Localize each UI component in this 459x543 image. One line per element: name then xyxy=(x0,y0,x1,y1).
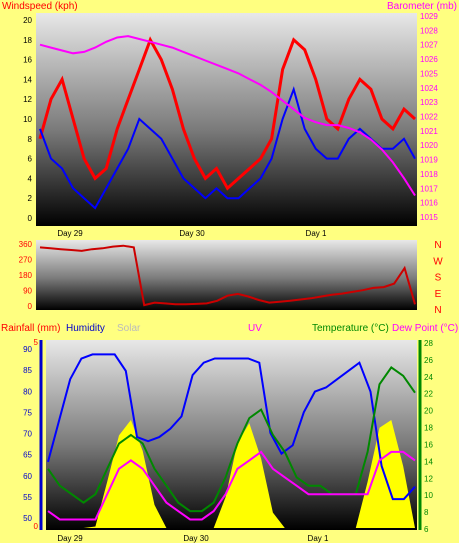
humidity-tick-label: 60 xyxy=(23,472,32,481)
temperature-tick-label: 28 xyxy=(424,339,433,348)
windspeed-tick-label: 2 xyxy=(28,194,33,203)
day-label: Day 1 xyxy=(306,229,327,238)
average-windspeed-series xyxy=(39,86,416,210)
solar-area xyxy=(48,420,415,528)
dew-point-axis-label: Dew Point (°C) xyxy=(392,323,458,334)
wind-direction-series xyxy=(39,244,416,307)
compass-label: W xyxy=(433,256,443,267)
solar-label: Solar xyxy=(117,323,141,334)
day-label: Day 29 xyxy=(57,229,83,238)
dew-point-series xyxy=(47,450,416,521)
windspeed-tick-label: 4 xyxy=(28,174,33,183)
windspeed-tick-label: 20 xyxy=(23,16,32,25)
windspeed-tick-label: 8 xyxy=(28,135,33,144)
humidity-tick-label: 80 xyxy=(23,387,32,396)
temperature-axis-label: Temperature (°C) xyxy=(312,323,389,334)
humidity-tick-label: 65 xyxy=(23,451,32,460)
humidity-tick-label: 70 xyxy=(23,430,32,439)
barometer-tick-label: 1021 xyxy=(420,127,438,136)
direction-tick-label: 270 xyxy=(19,256,33,265)
humidity-tick-label: 85 xyxy=(23,366,32,375)
uv-label: UV xyxy=(248,323,262,334)
windspeed-tick-label: 10 xyxy=(23,115,32,124)
barometer-tick-label: 1018 xyxy=(420,170,438,179)
windspeed-axis-label: Windspeed (kph) xyxy=(2,1,78,12)
windspeed-tick-label: 12 xyxy=(23,95,32,104)
windspeed-tick-label: 0 xyxy=(28,214,33,223)
temperature-tick-label: 12 xyxy=(424,474,433,483)
temperature-tick-label: 14 xyxy=(424,457,433,466)
windspeed-tick-label: 14 xyxy=(23,75,32,84)
humidity-tick-label: 55 xyxy=(23,493,32,502)
humidity-tick-label: 75 xyxy=(23,408,32,417)
windspeed-tick-label: 6 xyxy=(28,155,33,164)
compass-label: N xyxy=(434,305,441,316)
temperature-tick-label: 8 xyxy=(424,508,429,517)
windspeed-tick-label: 16 xyxy=(23,56,32,65)
compass-label: S xyxy=(435,273,442,284)
barometer-tick-label: 1016 xyxy=(420,199,438,208)
rainfall-tick-label: 0 xyxy=(34,522,39,531)
compass-label: E xyxy=(435,289,442,300)
temperature-tick-label: 22 xyxy=(424,390,433,399)
direction-plot-area xyxy=(36,240,417,310)
temperature-tick-label: 6 xyxy=(424,525,429,534)
temperature-tick-label: 16 xyxy=(424,440,433,449)
barometer-tick-label: 1023 xyxy=(420,98,438,107)
rainfall-tick-label: 5 xyxy=(34,338,39,347)
temperature-tick-label: 24 xyxy=(424,373,433,382)
windspeed-tick-label: 18 xyxy=(23,36,32,45)
humidity-series xyxy=(47,353,416,501)
windspeed-series xyxy=(38,36,417,191)
barometer-tick-label: 1028 xyxy=(420,26,438,35)
barometer-tick-label: 1027 xyxy=(420,41,438,50)
day-label: Day 30 xyxy=(183,534,209,543)
barometer-tick-label: 1029 xyxy=(420,12,438,21)
temperature-tick-label: 26 xyxy=(424,356,433,365)
direction-tick-label: 90 xyxy=(23,287,32,296)
direction-tick-label: 0 xyxy=(28,302,33,311)
barometer-tick-label: 1020 xyxy=(420,141,438,150)
day-label: Day 30 xyxy=(179,229,205,238)
temperature-tick-label: 10 xyxy=(424,491,433,500)
temperature-tick-label: 18 xyxy=(424,424,433,433)
day-label: Day 1 xyxy=(308,534,329,543)
barometer-tick-label: 1017 xyxy=(420,184,438,193)
day-label: Day 29 xyxy=(57,534,83,543)
direction-tick-label: 360 xyxy=(19,240,33,249)
barometer-tick-label: 1026 xyxy=(420,55,438,64)
compass-label: N xyxy=(434,240,441,251)
barometer-tick-label: 1022 xyxy=(420,113,438,122)
humidity-tick-label: 50 xyxy=(23,514,32,523)
humidity-tick-label: 90 xyxy=(23,345,32,354)
wind-plot-area xyxy=(36,13,417,226)
temperature-tick-label: 20 xyxy=(424,407,433,416)
humidity-axis-label: Humidity xyxy=(66,323,105,334)
barometer-tick-label: 1024 xyxy=(420,84,438,93)
barometer-series xyxy=(39,35,416,197)
barometer-axis-label: Barometer (mb) xyxy=(387,1,457,12)
barometer-tick-label: 1019 xyxy=(420,156,438,165)
barometer-tick-label: 1025 xyxy=(420,69,438,78)
barometer-tick-label: 1015 xyxy=(420,213,438,222)
direction-tick-label: 180 xyxy=(19,271,33,280)
rainfall-axis-label: Rainfall (mm) xyxy=(1,323,60,334)
